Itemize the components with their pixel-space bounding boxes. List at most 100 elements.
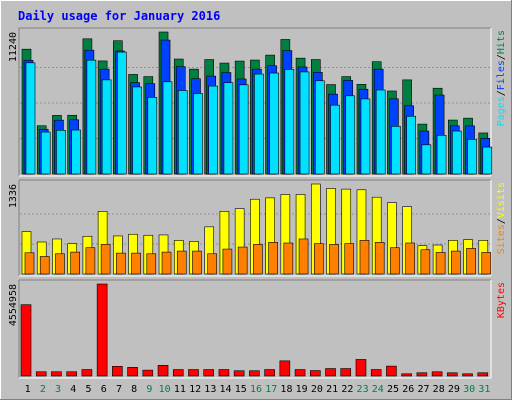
day-label-3: 3 bbox=[55, 384, 61, 395]
bar-kbytes-day-12 bbox=[188, 369, 199, 377]
day-label-4: 4 bbox=[70, 384, 76, 395]
day-label-17: 17 bbox=[265, 384, 277, 395]
bar-pages-day-17 bbox=[269, 72, 279, 175]
bar-pages-day-11 bbox=[177, 90, 188, 175]
legend-separator: / bbox=[496, 54, 507, 60]
bar-sites-day-12 bbox=[192, 250, 202, 275]
day-label-16: 16 bbox=[250, 384, 262, 395]
day-label-1: 1 bbox=[25, 384, 31, 395]
bar-kbytes-day-25 bbox=[386, 365, 397, 377]
bar-sites-day-14 bbox=[222, 248, 233, 275]
bar-pages-day-7 bbox=[117, 51, 127, 175]
day-label-11: 11 bbox=[174, 384, 186, 395]
bar-pages-day-8 bbox=[132, 86, 142, 175]
day-label-23: 23 bbox=[357, 384, 369, 395]
bar-kbytes-day-8 bbox=[127, 367, 138, 377]
ymax-label: 11240 bbox=[8, 32, 19, 62]
bar-sites-day-30 bbox=[466, 248, 476, 275]
bar-sites-day-26 bbox=[405, 242, 415, 275]
bar-sites-day-21 bbox=[329, 244, 339, 275]
bar-kbytes-day-22 bbox=[340, 368, 352, 377]
bar-sites-day-15 bbox=[237, 246, 248, 275]
day-label-15: 15 bbox=[235, 384, 247, 395]
bar-pages-day-28 bbox=[436, 135, 447, 175]
bar-sites-day-8 bbox=[131, 252, 141, 275]
day-label-6: 6 bbox=[101, 384, 107, 395]
day-label-18: 18 bbox=[280, 384, 292, 395]
bar-pages-day-19 bbox=[299, 71, 310, 175]
bar-sites-day-10 bbox=[161, 251, 172, 275]
bar-sites-day-25 bbox=[390, 247, 400, 275]
day-label-5: 5 bbox=[86, 384, 92, 395]
bar-pages-day-31 bbox=[482, 146, 493, 175]
bar-pages-day-16 bbox=[254, 73, 264, 175]
bar-sites-day-7 bbox=[116, 252, 126, 275]
bar-kbytes-day-28 bbox=[431, 371, 443, 377]
bar-pages-day-13 bbox=[208, 85, 219, 175]
day-label-27: 27 bbox=[417, 384, 429, 395]
bar-kbytes-day-17 bbox=[264, 369, 275, 377]
bar-kbytes-day-5 bbox=[81, 369, 93, 377]
bar-sites-day-5 bbox=[85, 247, 96, 275]
legend-visits_sites: Sites/Visits bbox=[496, 182, 507, 254]
bar-pages-day-14 bbox=[223, 82, 234, 175]
bar-kbytes-day-14 bbox=[218, 369, 230, 377]
day-label-29: 29 bbox=[448, 384, 460, 395]
day-label-25: 25 bbox=[387, 384, 399, 395]
bar-kbytes-day-1 bbox=[20, 304, 32, 377]
bar-sites-day-9 bbox=[146, 253, 157, 275]
panel-background bbox=[19, 280, 491, 378]
bar-pages-day-3 bbox=[56, 129, 66, 175]
day-label-9: 9 bbox=[146, 384, 152, 395]
bar-kbytes-day-30 bbox=[462, 373, 473, 377]
bar-sites-day-17 bbox=[268, 242, 278, 275]
day-label-13: 13 bbox=[204, 384, 216, 395]
bar-sites-day-4 bbox=[70, 251, 80, 275]
bar-kbytes-day-16 bbox=[249, 370, 260, 377]
legend-item-pages: Pages bbox=[496, 96, 507, 126]
day-label-7: 7 bbox=[116, 384, 122, 395]
day-label-20: 20 bbox=[311, 384, 323, 395]
day-label-14: 14 bbox=[220, 384, 232, 395]
day-label-30: 30 bbox=[463, 384, 475, 395]
day-label-21: 21 bbox=[326, 384, 338, 395]
day-label-19: 19 bbox=[296, 384, 308, 395]
legend-item-kbytes: KBytes bbox=[496, 282, 507, 318]
day-label-24: 24 bbox=[372, 384, 384, 395]
ymax-label: 4554958 bbox=[8, 284, 19, 326]
legend-item-hits: Hits bbox=[496, 30, 507, 54]
panel-hits_files_pages: 11240 Pages/Files/Hits bbox=[8, 27, 507, 177]
bar-kbytes-day-26 bbox=[401, 373, 412, 377]
bar-pages-day-22 bbox=[345, 95, 356, 175]
bar-pages-day-1 bbox=[25, 62, 36, 175]
bar-kbytes-day-7 bbox=[112, 366, 123, 377]
bar-sites-day-31 bbox=[481, 252, 492, 275]
panel-kbytes: 4554958 KBytes bbox=[8, 279, 507, 379]
legend-kbytes: KBytes bbox=[496, 282, 507, 318]
legend-item-sites: Sites bbox=[496, 224, 507, 254]
day-label-12: 12 bbox=[189, 384, 201, 395]
bar-pages-day-15 bbox=[238, 84, 249, 175]
bar-pages-day-26 bbox=[406, 115, 416, 175]
bar-sites-day-23 bbox=[359, 240, 370, 275]
day-label-2: 2 bbox=[40, 384, 46, 395]
bar-sites-day-28 bbox=[435, 252, 446, 275]
bar-kbytes-day-23 bbox=[355, 359, 367, 377]
bar-sites-day-11 bbox=[176, 250, 187, 275]
bar-sites-day-16 bbox=[253, 244, 263, 275]
bar-kbytes-day-18 bbox=[279, 360, 291, 377]
day-label-26: 26 bbox=[402, 384, 414, 395]
day-label-31: 31 bbox=[478, 384, 490, 395]
ymax-label: 1336 bbox=[8, 184, 19, 208]
chart-title: Daily usage for January 2016 bbox=[18, 9, 220, 23]
legend-separator: / bbox=[496, 90, 507, 96]
bar-pages-day-6 bbox=[101, 79, 112, 175]
bar-sites-day-18 bbox=[283, 242, 294, 275]
bar-kbytes-day-15 bbox=[233, 370, 245, 377]
bar-sites-day-22 bbox=[344, 243, 355, 275]
bar-sites-day-13 bbox=[207, 253, 218, 275]
legend-hits_files_pages: Pages/Files/Hits bbox=[496, 30, 507, 126]
bar-sites-day-29 bbox=[451, 250, 461, 275]
day-label-8: 8 bbox=[131, 384, 137, 395]
